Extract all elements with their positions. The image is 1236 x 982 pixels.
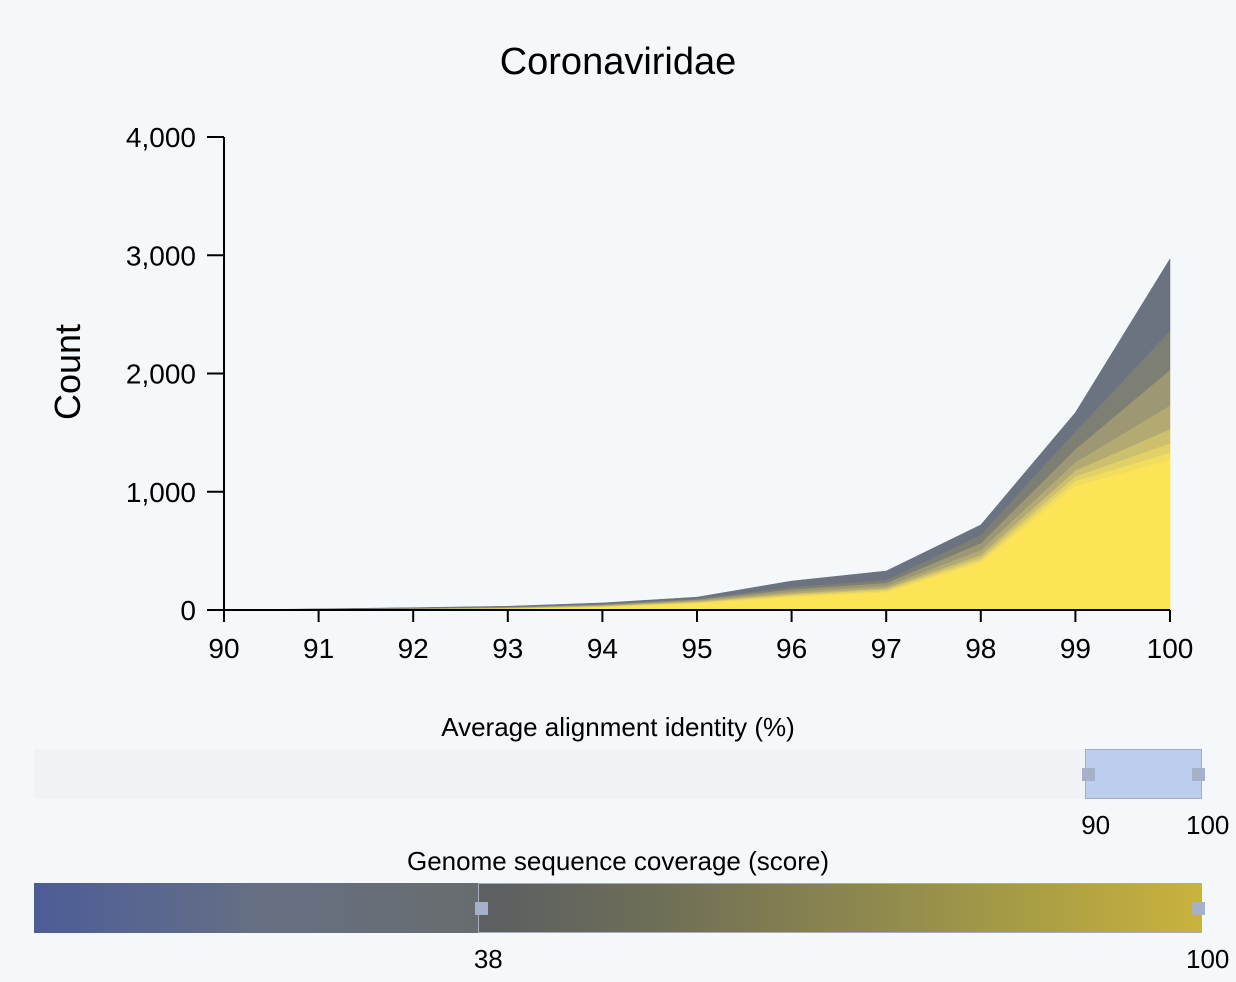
x-tick-label: 100 <box>1147 633 1194 664</box>
coverage-slider-max-handle[interactable] <box>1192 902 1205 915</box>
identity-slider-min-handle[interactable] <box>1082 768 1096 781</box>
y-tick-label: 0 <box>180 595 196 626</box>
identity-slider-title: Average alignment identity (%) <box>441 712 795 742</box>
coverage-slider-unselected <box>34 883 478 933</box>
identity-slider-max-label: 100 <box>1186 810 1230 840</box>
chart: Coronaviridae Count 0 1,000 2,000 3,000 4,00… <box>47 41 1194 664</box>
coverage-slider-track[interactable] <box>34 883 1205 933</box>
coverage-slider-selection[interactable] <box>477 883 1202 933</box>
x-tick-label: 96 <box>776 633 807 664</box>
coverage-slider-min-handle[interactable] <box>474 902 488 915</box>
identity-slider-max-handle[interactable] <box>1192 768 1205 781</box>
x-tick-label: 95 <box>681 633 712 664</box>
x-tick-label: 91 <box>303 633 334 664</box>
chart-title: Coronaviridae <box>500 41 737 83</box>
coverage-slider-title: Genome sequence coverage (score) <box>406 846 829 876</box>
coverage-slider-min-label: 38 <box>473 944 503 974</box>
x-tick-label: 90 <box>208 633 239 664</box>
x-tick-label: 97 <box>871 633 902 664</box>
x-tick-label: 94 <box>587 633 618 664</box>
y-tick-label: 4,000 <box>126 122 196 153</box>
identity-slider-min-label: 90 <box>1081 810 1111 840</box>
stacked-areas <box>223 257 1171 611</box>
y-tick-label: 2,000 <box>126 359 196 390</box>
x-tick-label: 92 <box>398 633 429 664</box>
identity-slider-selection[interactable] <box>1085 749 1202 799</box>
x-axis: 90 91 92 93 94 95 96 97 98 99 100 <box>208 609 1194 664</box>
y-tick-label: 3,000 <box>126 240 196 271</box>
coverage-slider-max-label: 100 <box>1186 944 1230 974</box>
x-tick-label: 98 <box>965 633 996 664</box>
y-axis-label: Count <box>47 324 88 420</box>
identity-slider-track[interactable] <box>34 749 1205 799</box>
x-tick-label: 99 <box>1060 633 1091 664</box>
x-tick-label: 93 <box>492 633 523 664</box>
area-series-7 <box>223 257 1171 611</box>
y-tick-label: 1,000 <box>126 477 196 508</box>
y-axis: 0 1,000 2,000 3,000 4,000 <box>126 122 225 626</box>
